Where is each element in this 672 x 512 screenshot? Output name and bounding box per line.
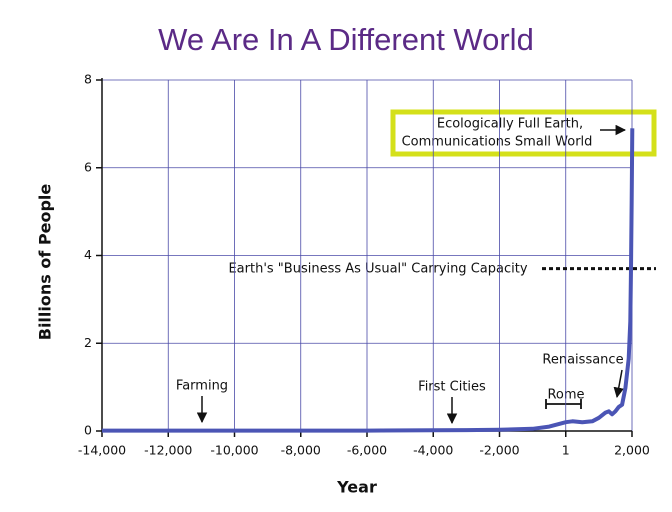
x-tick-label: 2,000 xyxy=(614,443,650,458)
x-tick-label: -2,000 xyxy=(479,443,519,458)
annotation: Renaissance xyxy=(542,353,623,368)
x-axis-title: Year xyxy=(336,478,377,497)
y-tick-label: 0 xyxy=(84,423,92,438)
x-tick-label: -12,000 xyxy=(144,443,192,458)
chart-title: We Are In A Different World xyxy=(158,22,534,57)
y-tick-label: 4 xyxy=(84,247,92,262)
x-tick-label: -8,000 xyxy=(281,443,321,458)
y-tick-label: 8 xyxy=(84,72,92,87)
x-tick-label: -14,000 xyxy=(78,443,126,458)
x-tick-label: -6,000 xyxy=(347,443,387,458)
annotation: Communications Small World xyxy=(402,135,593,150)
annotation: First Cities xyxy=(418,380,486,395)
arrow xyxy=(613,369,624,399)
y-tick-label: 6 xyxy=(84,159,92,174)
annotation: Earth's "Business As Usual" Carrying Cap… xyxy=(228,262,527,277)
x-tick-label: 1 xyxy=(562,443,570,458)
annotation: Ecologically Full Earth, xyxy=(437,117,583,132)
x-tick-label: -4,000 xyxy=(413,443,453,458)
data-line xyxy=(102,128,635,433)
y-axis-title: Billions of People xyxy=(36,184,55,341)
callout-box xyxy=(390,109,657,157)
annotation: Farming xyxy=(176,379,228,394)
bracket xyxy=(545,399,582,409)
y-tick-label: 2 xyxy=(84,335,92,350)
x-tick-label: -10,000 xyxy=(210,443,258,458)
